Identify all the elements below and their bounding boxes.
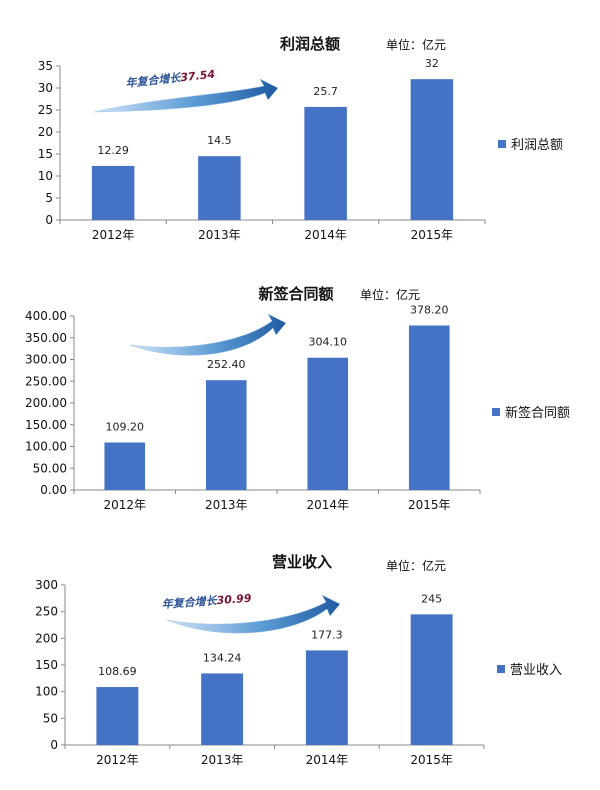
revenue-legend-label: 营业收入 [510, 663, 562, 678]
revenue-category-label: 2012年 [96, 753, 139, 767]
contract-y-tick-label: 200.00 [25, 396, 67, 410]
profit-category-label: 2015年 [411, 228, 454, 242]
contract-y-tick-label: 400.00 [25, 309, 67, 323]
contract-chart-panel: 新签合同额 单位：亿元 0.00 50.00 100.00 150.00 200.00 250… [14, 272, 586, 520]
profit-chart-title: 利润总额 [280, 35, 340, 53]
contract-chart: 新签合同额 单位：亿元 0.00 50.00 100.00 150.00 200.00 250… [25, 285, 570, 512]
revenue-y-tick-label: 250 [35, 605, 58, 619]
revenue-category-label: 2014年 [306, 753, 349, 767]
profit-chart-panel: 利润总额 单位：亿元 0 5 10 15 20 25 30 35 12.29 2012年 14.5 201… [10, 8, 590, 260]
revenue-cagr-annotation: 年复合增长30.99 [161, 592, 252, 611]
contract-legend-label: 新签合同额 [505, 405, 570, 421]
revenue-y-tick-label: 100 [35, 685, 58, 699]
profit-legend-swatch [498, 140, 506, 148]
profit-cagr-value: 37.54 [180, 68, 216, 85]
revenue-data-label: 245 [421, 592, 442, 605]
profit-y-tick-label: 15 [38, 147, 53, 161]
revenue-y-tick-label: 50 [43, 711, 58, 725]
revenue-chart-panel: 营业收入 单位：亿元 0 50 100 150 200 250 300 108.69 2012年 13… [12, 530, 590, 786]
revenue-bar [410, 614, 453, 745]
profit-bar [91, 165, 135, 220]
revenue-category-label: 2013年 [201, 753, 244, 767]
profit-y-tick-label: 20 [38, 125, 53, 139]
contract-data-label: 252.40 [207, 358, 246, 371]
revenue-cagr-value: 30.99 [216, 592, 252, 607]
revenue-data-label: 134.24 [203, 651, 242, 664]
revenue-cagr-prefix: 年复合增长 [161, 594, 218, 611]
profit-data-label: 12.29 [97, 144, 129, 157]
contract-category-label: 2015年 [408, 498, 451, 512]
profit-unit-label: 单位：亿元 [386, 37, 446, 52]
contract-legend-swatch [492, 408, 500, 416]
contract-y-tick-label: 300.00 [25, 353, 67, 367]
contract-growth-arrow [129, 313, 287, 356]
profit-data-label: 32 [425, 57, 439, 70]
revenue-data-label: 108.69 [98, 665, 137, 678]
profit-y-tick-label: 30 [38, 81, 53, 95]
contract-category-label: 2012年 [103, 498, 146, 512]
contract-bar [104, 442, 146, 490]
revenue-legend-swatch [497, 665, 505, 673]
revenue-chart: 营业收入 单位：亿元 0 50 100 150 200 250 300 108.69 2012年 13… [35, 553, 562, 767]
contract-y-tick-label: 50.00 [33, 461, 67, 475]
revenue-data-label: 177.3 [311, 628, 343, 641]
contract-unit-label: 单位：亿元 [360, 287, 420, 302]
profit-cagr-annotation: 年复合增长37.54 [125, 68, 216, 90]
revenue-bar [96, 687, 139, 745]
revenue-unit-label: 单位：亿元 [386, 558, 446, 573]
profit-data-label: 25.7 [313, 85, 338, 98]
profit-y-tick-label: 0 [45, 213, 53, 227]
profit-bar [198, 156, 241, 220]
revenue-y-tick-label: 0 [50, 738, 58, 752]
revenue-chart-title: 营业收入 [272, 553, 332, 571]
contract-y-tick-label: 100.00 [25, 440, 67, 454]
contract-data-label: 109.20 [106, 420, 145, 433]
contract-y-tick-label: 350.00 [25, 331, 67, 345]
profit-y-tick-label: 5 [45, 191, 53, 205]
revenue-y-tick-label: 150 [35, 658, 58, 672]
profit-y-tick-label: 25 [38, 103, 53, 117]
revenue-category-label: 2015年 [410, 753, 453, 767]
contract-bar [205, 380, 247, 490]
contract-y-tick-label: 250.00 [25, 374, 67, 388]
profit-bar [304, 106, 347, 220]
profit-category-label: 2013年 [198, 228, 241, 242]
contract-bar [408, 325, 450, 490]
contract-bar [307, 357, 349, 490]
revenue-y-tick-label: 300 [35, 578, 58, 592]
revenue-y-tick-label: 200 [35, 631, 58, 645]
profit-growth-arrow [93, 78, 279, 113]
profit-y-tick-label: 35 [38, 59, 53, 73]
profit-bar [410, 79, 454, 220]
contract-data-label: 378.20 [410, 303, 449, 316]
profit-y-tick-label: 10 [38, 169, 53, 183]
contract-data-label: 304.10 [309, 336, 348, 349]
profit-category-label: 2012年 [92, 228, 135, 242]
profit-cagr-prefix: 年复合增长 [125, 71, 182, 90]
contract-y-tick-label: 150.00 [25, 418, 67, 432]
profit-category-label: 2014年 [304, 228, 347, 242]
contract-y-tick-label: 0.00 [40, 483, 67, 497]
revenue-growth-arrow [166, 594, 341, 634]
revenue-bar [305, 650, 348, 745]
profit-chart: 利润总额 单位：亿元 0 5 10 15 20 25 30 35 12.29 2012年 14.5 201… [38, 35, 563, 242]
profit-data-label: 14.5 [207, 134, 232, 147]
profit-legend-label: 利润总额 [511, 138, 563, 153]
contract-chart-title: 新签合同额 [258, 285, 333, 303]
contract-category-label: 2014年 [306, 498, 349, 512]
revenue-bar [201, 673, 244, 745]
contract-category-label: 2013年 [205, 498, 248, 512]
